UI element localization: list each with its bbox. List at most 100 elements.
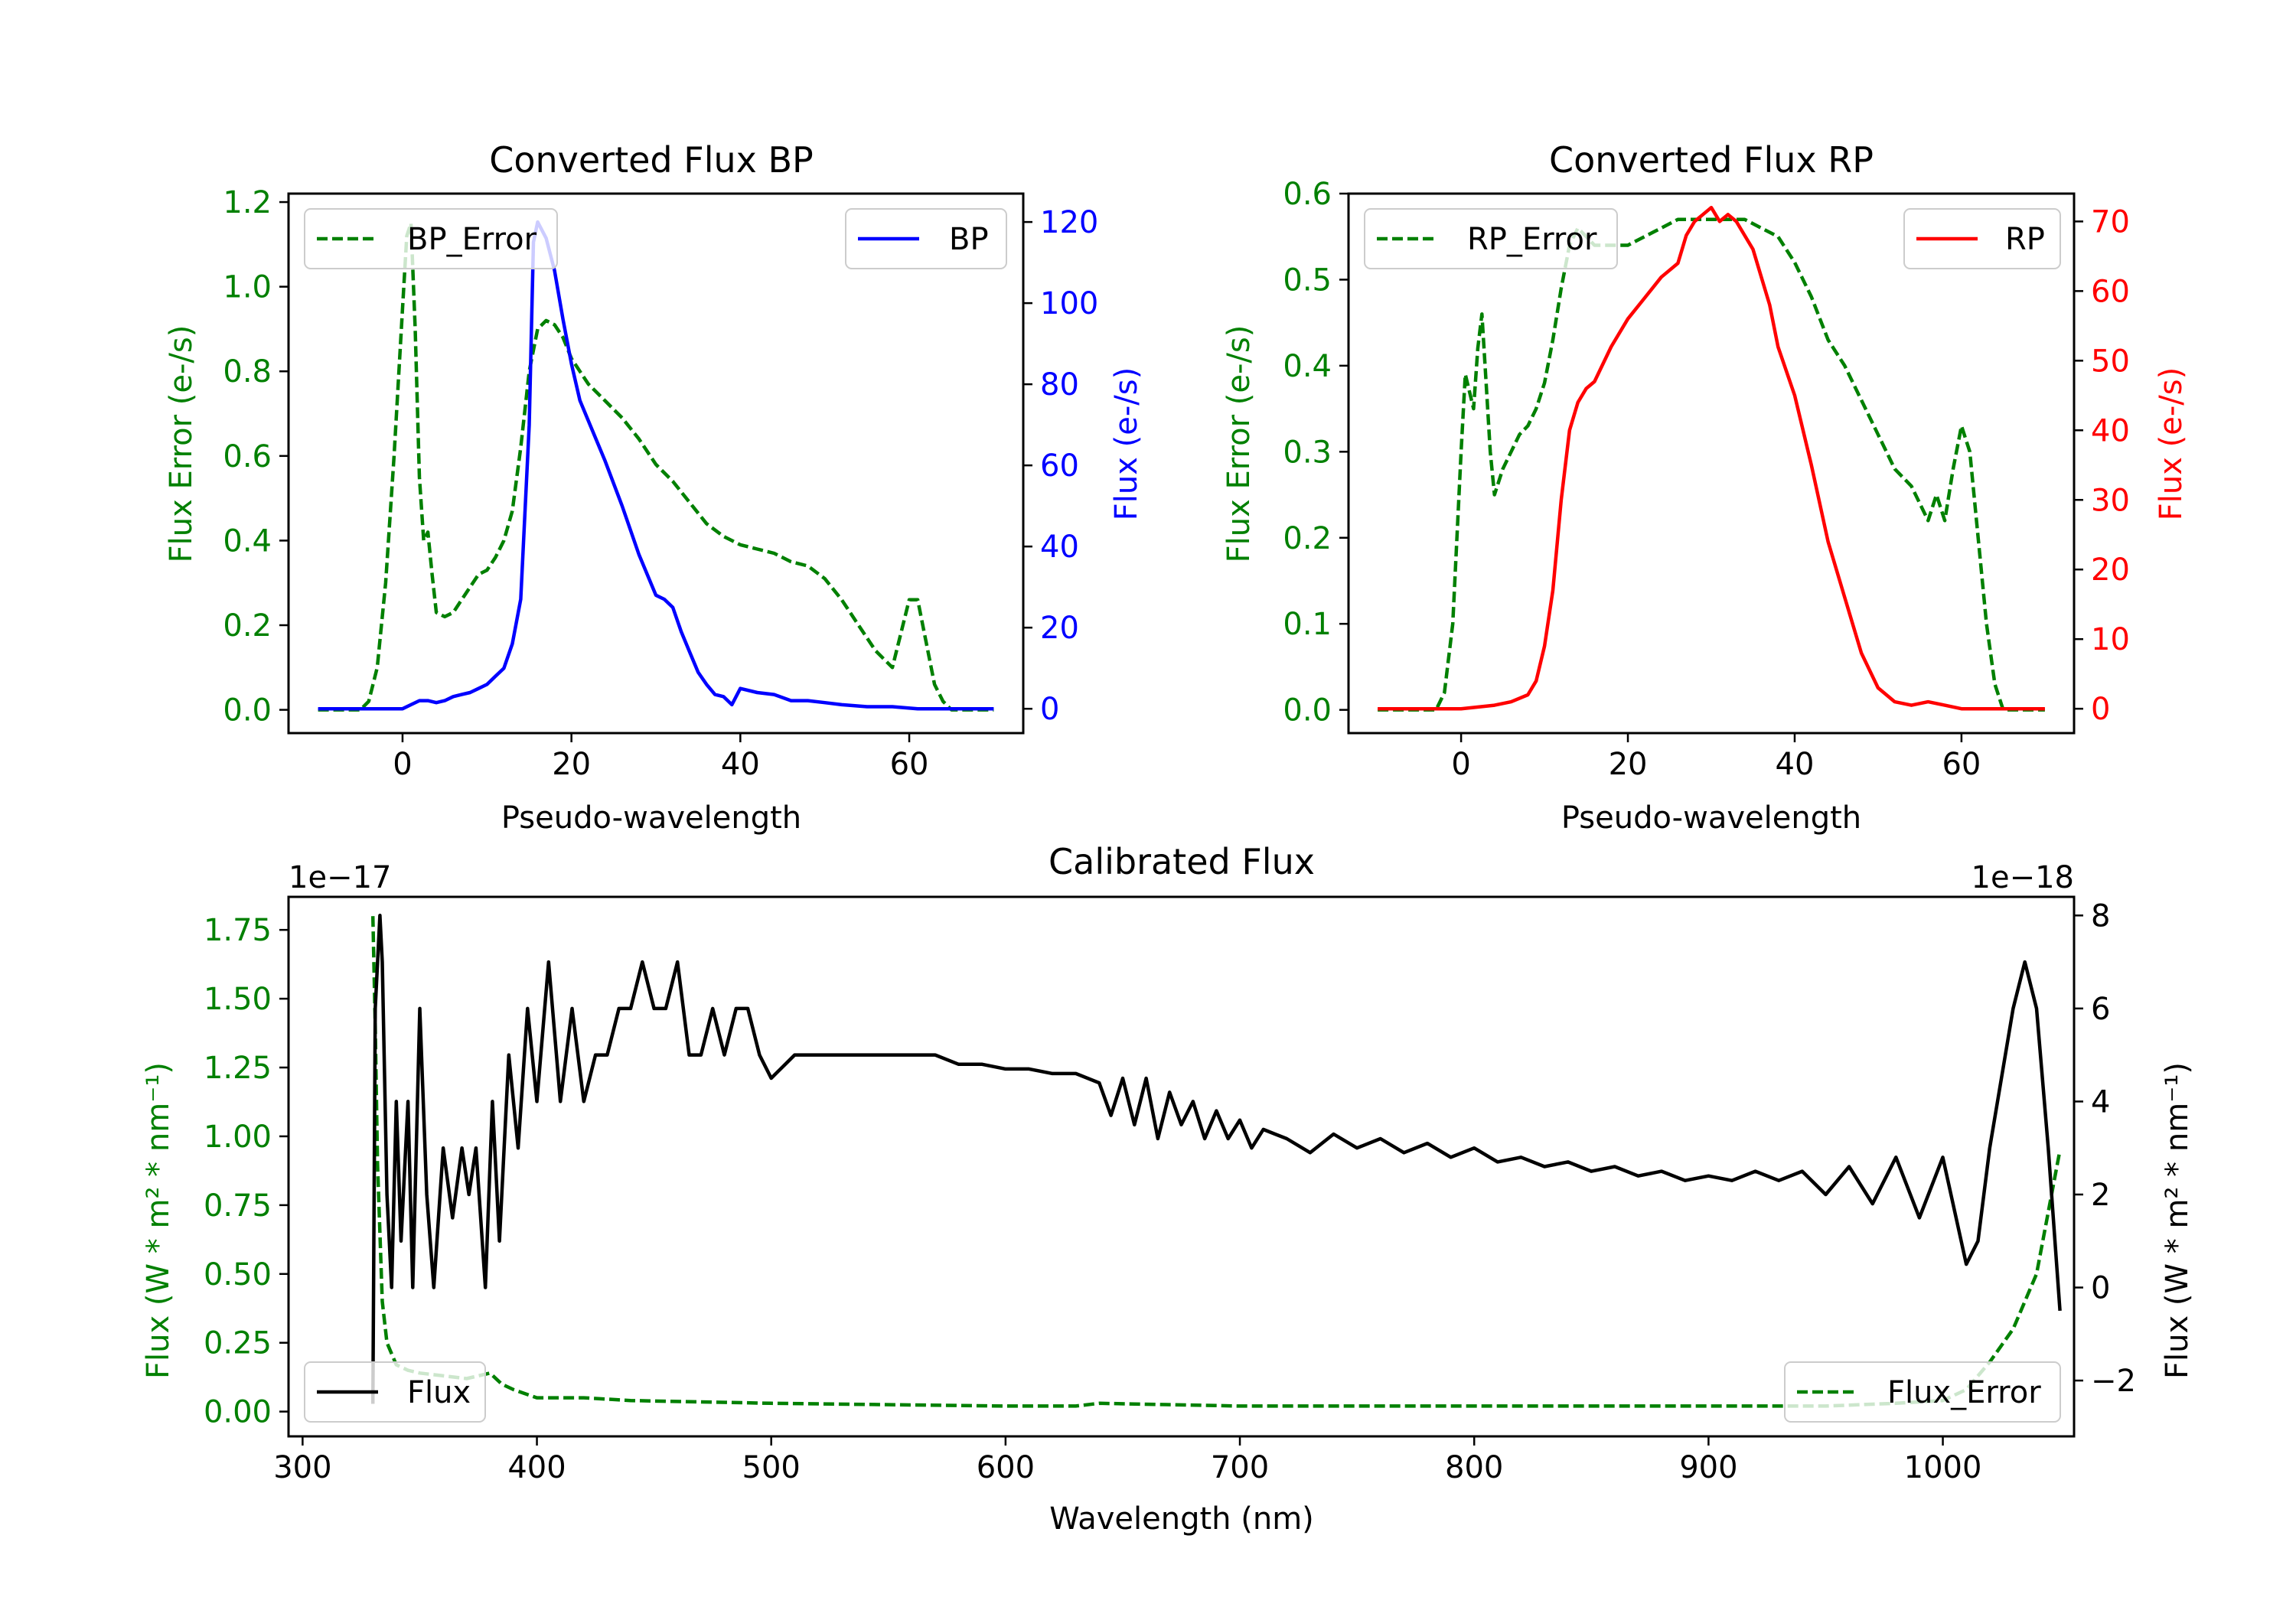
bp-ytick-left-label: 0.0: [223, 693, 272, 729]
cal-offset-left: 1e−17: [289, 860, 391, 895]
cal-xtick-label: 300: [273, 1450, 331, 1485]
cal-ytick-left-label: 0.75: [204, 1188, 272, 1224]
bp-yticks-left: 0.0 0.2 0.4 0.6 0.8 1.0 1.2: [223, 185, 289, 729]
rp-xtick-label: 40: [1776, 747, 1815, 782]
bp-ytick-right-label: 0: [1040, 692, 1059, 727]
cal-ytick-left-label: 0.00: [204, 1395, 272, 1430]
bp-ytick-left-label: 1.2: [223, 185, 272, 220]
bp-ytick-left-label: 0.4: [223, 523, 272, 559]
rp-frame: [1347, 192, 2076, 735]
cal-xtick-label: 400: [507, 1450, 566, 1485]
rp-legend-left-label: RP_Error: [1467, 222, 1597, 257]
panel-bp: Converted Flux BP Pseudo-wavelength Flux…: [164, 139, 1144, 836]
rp-legend-right-box: [1903, 208, 2061, 269]
rp-ytick-left-label: 0.5: [1283, 262, 1332, 298]
bp-legend-right: BP: [845, 208, 1007, 269]
cal-frame: [287, 895, 2076, 1438]
cal-series-flux: [370, 914, 2062, 1404]
cal-xtick-label: 1000: [1904, 1450, 1982, 1485]
cal-ytick-right-label: 8: [2091, 898, 2110, 934]
bp-ytick-right-label: 20: [1040, 611, 1079, 646]
panel-rp: Converted Flux RP Pseudo-wavelength Flux…: [1221, 139, 2189, 836]
bp-ytick-left-label: 1.0: [223, 270, 272, 305]
cal-ytick-left-label: 1.00: [204, 1120, 272, 1155]
cal-ylabel-left: Flux (W * m² * nm⁻¹): [141, 1062, 176, 1379]
rp-title: Converted Flux RP: [1549, 139, 1874, 181]
bp-xlabel: Pseudo-wavelength: [501, 800, 801, 836]
rp-legend-right: RP: [1903, 208, 2061, 269]
rp-ytick-left-label: 0.2: [1283, 521, 1332, 556]
bp-series-bp: [318, 220, 994, 711]
rp-ytick-left-label: 0.6: [1283, 177, 1332, 212]
bp-lines: [318, 220, 994, 712]
rp-legend-left: RP_Error: [1364, 208, 1618, 269]
bp-xticks: 0 20 40 60: [393, 733, 928, 782]
rp-xlabel: Pseudo-wavelength: [1561, 800, 1861, 836]
rp-xticks: 0 20 40 60: [1451, 733, 1981, 782]
bp-xtick-label: 40: [721, 747, 760, 782]
rp-xtick-label: 0: [1451, 747, 1470, 782]
bp-legend-left-label: BP_Error: [407, 222, 537, 257]
bp-legend-left: BP_Error: [304, 208, 558, 269]
cal-ytick-left-label: 1.25: [204, 1051, 272, 1086]
bp-xtick-label: 0: [393, 747, 412, 782]
rp-legend-left-box: [1364, 208, 1618, 269]
panel-cal: Calibrated Flux Wavelength (nm) Flux (W …: [141, 841, 2195, 1537]
cal-ytick-right-label: 2: [2091, 1178, 2110, 1213]
bp-ytick-right-label: 60: [1040, 448, 1079, 484]
rp-ytick-right-label: 30: [2091, 483, 2130, 518]
rp-ytick-right-label: 20: [2091, 553, 2130, 588]
bp-legend-right-box: [845, 208, 1007, 269]
bp-ytick-left-label: 0.2: [223, 608, 272, 644]
cal-ytick-left-label: 1.75: [204, 913, 272, 948]
cal-ylabel-right: Flux (W * m² * nm⁻¹): [2160, 1062, 2195, 1379]
cal-legend-left-label: Flux: [407, 1375, 471, 1410]
cal-xtick-label: 800: [1445, 1450, 1503, 1485]
bp-ytick-left-label: 0.8: [223, 354, 272, 390]
rp-ylabel-left: Flux Error (e-/s): [1221, 325, 1257, 563]
rp-ytick-right-label: 10: [2091, 622, 2130, 657]
rp-xtick-label: 20: [1609, 747, 1648, 782]
rp-ytick-left-label: 0.4: [1283, 349, 1332, 384]
cal-legend-left-box: [304, 1361, 486, 1423]
bp-ytick-right-label: 80: [1040, 367, 1079, 403]
cal-yticks-right: −2 0 2 4 6 8: [2074, 898, 2136, 1399]
bp-yticks-right: 0 20 40 60 80 100 120: [1023, 205, 1098, 727]
cal-ytick-left-label: 1.50: [204, 982, 272, 1017]
cal-ytick-right-label: 0: [2091, 1271, 2110, 1306]
rp-yticks-left: 0.0 0.1 0.2 0.3 0.4 0.5 0.6: [1283, 177, 1349, 729]
bp-ylabel-right: Flux (e-/s): [1109, 367, 1144, 520]
bp-frame: [287, 192, 1025, 735]
cal-xtick-label: 600: [977, 1450, 1035, 1485]
cal-legend-right: Flux_Error: [1784, 1361, 2061, 1423]
bp-title: Converted Flux BP: [489, 139, 814, 181]
rp-ytick-left-label: 0.0: [1283, 693, 1332, 729]
rp-ytick-right-label: 60: [2091, 274, 2130, 309]
rp-series-rp: [1378, 205, 2045, 711]
bp-ytick-right-label: 40: [1040, 530, 1079, 565]
cal-yticks-left: 0.00 0.25 0.50 0.75 1.00 1.25 1.50 1.75: [204, 913, 289, 1430]
rp-ylabel-right: Flux (e-/s): [2154, 367, 2189, 520]
cal-xticks: 300 400 500 600 700 800 900 1000: [273, 1436, 1981, 1485]
cal-xtick-label: 500: [742, 1450, 801, 1485]
cal-ytick-left-label: 0.50: [204, 1257, 272, 1292]
rp-legend-right-label: RP: [2005, 222, 2045, 257]
rp-lines: [1378, 205, 2045, 712]
rp-ytick-right-label: 40: [2091, 413, 2130, 448]
cal-ytick-right-label: −2: [2091, 1364, 2136, 1399]
rp-ytick-left-label: 0.3: [1283, 435, 1332, 470]
cal-ytick-right-label: 6: [2091, 992, 2110, 1027]
bp-legend-left-box: [304, 208, 558, 269]
rp-ytick-right-label: 0: [2091, 692, 2110, 727]
cal-xtick-label: 900: [1679, 1450, 1737, 1485]
rp-yticks-right: 0 10 20 30 40 50 60 70: [2074, 204, 2130, 727]
bp-ytick-left-label: 0.6: [223, 439, 272, 474]
rp-ytick-right-label: 70: [2091, 204, 2130, 240]
cal-offset-right: 1e−18: [1971, 860, 2074, 895]
bp-xtick-label: 60: [890, 747, 929, 782]
rp-xtick-label: 60: [1942, 747, 1981, 782]
bp-legend-right-label: BP: [949, 222, 989, 257]
bp-xtick-label: 20: [552, 747, 591, 782]
rp-series-rp-error: [1378, 217, 2045, 712]
